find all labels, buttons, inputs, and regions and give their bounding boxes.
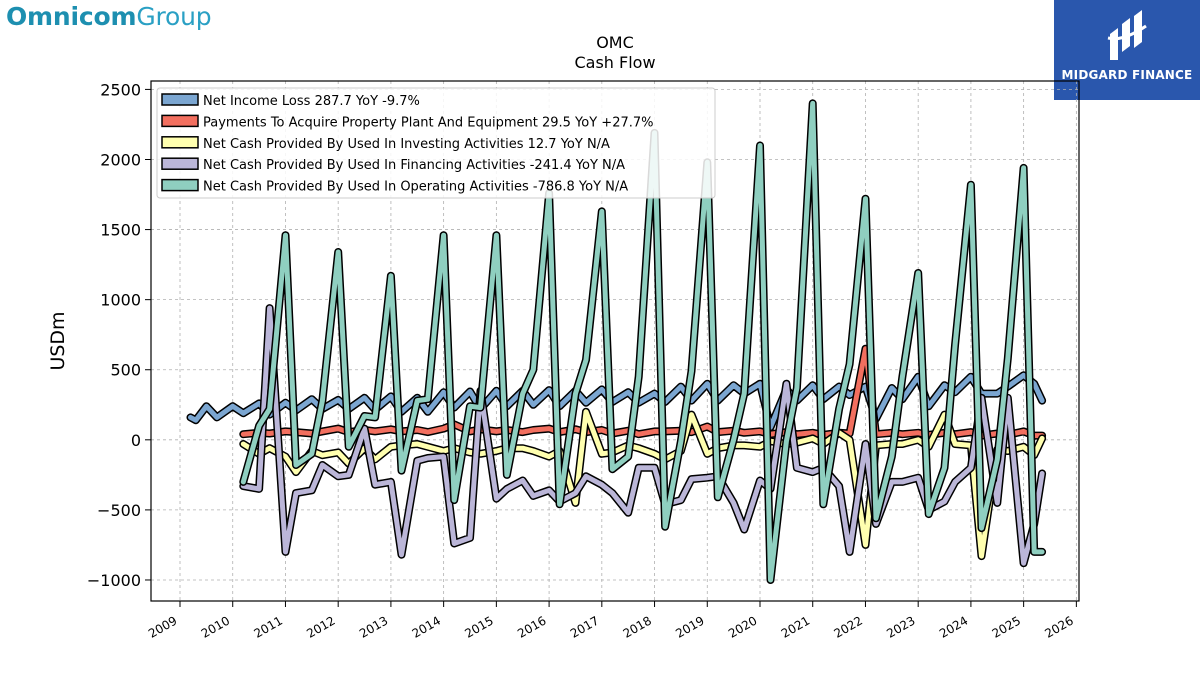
chart-title: OMC (596, 33, 634, 52)
x-tick-label: 2026 (1042, 613, 1075, 640)
midgard-mark-icon (1107, 10, 1147, 60)
legend-swatch (161, 157, 199, 170)
series-line (240, 346, 1045, 439)
x-tick-label: 2017 (568, 613, 601, 640)
omnicom-logo: OmnicomGroup (6, 2, 212, 31)
x-tick-label: 2019 (673, 613, 706, 640)
x-tick-label: 2012 (304, 613, 337, 640)
y-tick-label: 2000 (100, 150, 141, 169)
series-line (240, 100, 1045, 583)
x-tick-label: 2021 (779, 613, 812, 640)
x-tick-label: 2025 (990, 613, 1023, 640)
y-tick-label: −500 (97, 501, 141, 520)
legend-swatch (161, 114, 199, 128)
y-tick-label: 500 (110, 361, 141, 380)
y-tick-label: 1000 (100, 291, 141, 310)
x-tick-label: 2009 (146, 613, 179, 640)
x-tick-label: 2014 (410, 613, 443, 640)
legend-box (156, 87, 716, 199)
y-tick-label: 0 (131, 431, 141, 450)
legend-swatch (161, 136, 199, 149)
legend-swatch (161, 178, 199, 192)
x-tick-label: 2018 (621, 613, 654, 640)
legend-entry: Net Cash Provided By Used In Financing A… (203, 158, 625, 173)
y-tick-label: −1000 (87, 571, 141, 590)
y-axis-label: USDm (47, 311, 69, 370)
x-tick-label: 2022 (832, 613, 865, 640)
series-lines (186, 99, 1047, 584)
series-5 (239, 99, 1047, 584)
series-line (240, 409, 1045, 559)
logo-text-light: Group (136, 2, 212, 31)
legend-entry: Net Cash Provided By Used In Operating A… (203, 180, 628, 195)
y-tick-label: 2500 (100, 80, 141, 99)
plot-frame (150, 80, 1080, 602)
x-tick-label: 2020 (726, 613, 759, 640)
y-tick-label: 1500 (100, 221, 141, 240)
legend: Net Income Loss 287.7 YoY -9.7% Payments … (156, 87, 716, 199)
legend-entry: Net Cash Provided By Used In Investing A… (203, 137, 610, 152)
x-tick-label: 2016 (515, 613, 548, 640)
series-3 (239, 407, 1047, 561)
x-tick-label: 2023 (884, 613, 917, 640)
x-tick-label: 2024 (937, 613, 970, 640)
x-tick-label: 2010 (199, 613, 232, 640)
legend-entry: Net Income Loss 287.7 YoY -9.7% (203, 94, 420, 109)
series-2 (239, 344, 1047, 440)
chart-subtitle: Cash Flow (574, 53, 655, 72)
x-tick-label: 2015 (462, 613, 495, 640)
x-tick-label: 2013 (357, 613, 390, 640)
legend-entry: Payments To Acquire Property Plant And E… (203, 115, 654, 130)
midgard-finance-logo: MIDGARD FINANCE (1054, 0, 1200, 100)
legend-swatch (161, 93, 199, 106)
publisher-name: MIDGARD FINANCE (1061, 68, 1193, 82)
logo-text-bold: Omnicom (6, 2, 137, 31)
series-4 (239, 304, 1047, 568)
x-tick-label: 2011 (252, 613, 285, 640)
series-line (240, 305, 1045, 566)
